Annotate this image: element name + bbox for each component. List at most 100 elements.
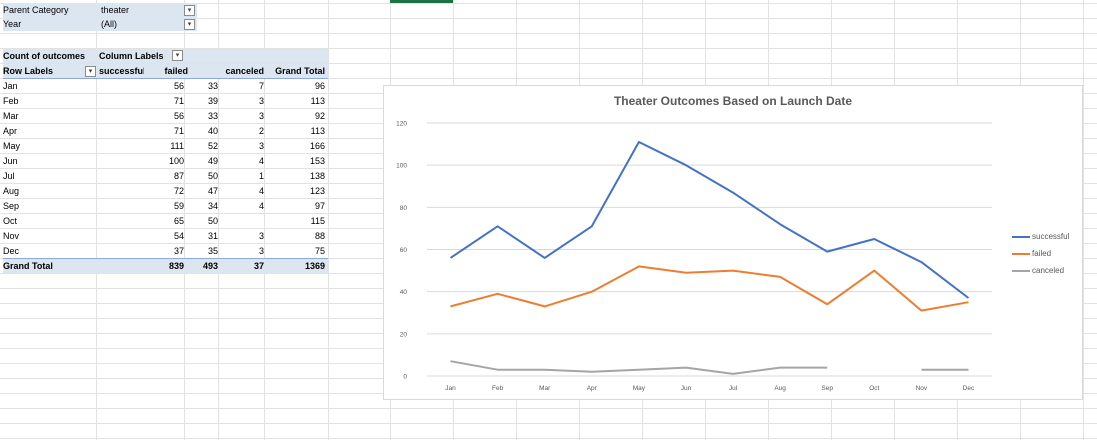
legend-swatch-failed bbox=[1012, 252, 1030, 255]
cell-total[interactable]: 113 bbox=[310, 96, 325, 106]
row-label[interactable]: Jan bbox=[3, 81, 18, 91]
header-failed: failed bbox=[144, 64, 188, 78]
cell-canceled[interactable]: 4 bbox=[258, 201, 264, 211]
grand-total-label: Grand Total bbox=[3, 259, 96, 273]
row-label[interactable]: Apr bbox=[3, 126, 18, 136]
row-label[interactable]: Sep bbox=[3, 201, 20, 211]
cell-successful[interactable]: 71 bbox=[173, 126, 184, 136]
x-tick-label: Jul bbox=[729, 385, 738, 392]
row-label[interactable]: May bbox=[3, 141, 21, 151]
row-label[interactable]: Mar bbox=[3, 111, 19, 121]
x-tick-label: Apr bbox=[587, 385, 598, 392]
cell-failed[interactable]: 33 bbox=[207, 111, 218, 121]
row-label[interactable]: Jun bbox=[3, 156, 18, 166]
x-tick-label: Feb bbox=[492, 385, 504, 392]
legend-successful: successful bbox=[1012, 232, 1069, 242]
y-tick-label: 60 bbox=[400, 247, 408, 254]
cell-successful[interactable]: 56 bbox=[173, 111, 184, 121]
cell-successful[interactable]: 71 bbox=[173, 96, 184, 106]
series-line-canceled[interactable] bbox=[450, 360, 828, 375]
cell-total[interactable]: 88 bbox=[314, 231, 325, 241]
cell-successful[interactable]: 56 bbox=[173, 81, 184, 91]
cell-successful[interactable]: 100 bbox=[168, 156, 184, 166]
cell-canceled[interactable] bbox=[218, 214, 264, 228]
parent-category-value: theater bbox=[95, 3, 197, 17]
cell-successful[interactable]: 59 bbox=[173, 201, 184, 211]
cell-canceled[interactable]: 3 bbox=[258, 246, 264, 256]
cell-failed[interactable]: 31 bbox=[207, 231, 218, 241]
cell-successful[interactable]: 65 bbox=[173, 216, 184, 226]
cell-canceled[interactable]: 3 bbox=[258, 96, 264, 106]
cell-failed[interactable]: 34 bbox=[207, 201, 218, 211]
row-labels-dropdown-icon[interactable]: ▾ bbox=[85, 66, 96, 77]
cell-total[interactable]: 96 bbox=[314, 81, 325, 91]
cell-total[interactable]: 123 bbox=[309, 186, 325, 196]
cell-total[interactable]: 138 bbox=[309, 171, 325, 181]
total-divider bbox=[3, 258, 328, 259]
sort-filter-icon[interactable]: ▾ bbox=[172, 50, 183, 61]
row-label[interactable]: Dec bbox=[3, 246, 20, 256]
cell-failed[interactable]: 50 bbox=[207, 171, 218, 181]
row-label[interactable]: Aug bbox=[3, 186, 20, 196]
y-tick-label: 80 bbox=[400, 205, 408, 212]
cell-canceled[interactable]: 4 bbox=[258, 186, 264, 196]
y-tick-label: 120 bbox=[396, 121, 407, 128]
cell-canceled[interactable]: 4 bbox=[258, 156, 264, 166]
year-label: Year bbox=[3, 17, 95, 31]
cell-failed[interactable]: 47 bbox=[207, 186, 218, 196]
cell-canceled[interactable]: 7 bbox=[258, 81, 264, 91]
grand-total-canceled: 37 bbox=[218, 259, 264, 273]
cell-failed[interactable]: 50 bbox=[207, 216, 218, 226]
grand-total-successful: 839 bbox=[96, 259, 184, 273]
cell-canceled[interactable]: 3 bbox=[258, 141, 264, 151]
cell-total[interactable]: 92 bbox=[314, 111, 325, 121]
cell-failed[interactable]: 39 bbox=[207, 96, 218, 106]
x-tick-label: Aug bbox=[774, 385, 786, 392]
cell-total[interactable]: 153 bbox=[309, 156, 325, 166]
cell-canceled[interactable]: 1 bbox=[258, 171, 264, 181]
x-tick-label: Dec bbox=[963, 385, 975, 392]
cell-canceled[interactable]: 3 bbox=[258, 231, 264, 241]
line-chart[interactable]: Theater Outcomes Based on Launch Date 0 2… bbox=[383, 85, 1083, 400]
header-canceled: canceled bbox=[188, 64, 264, 78]
x-tick-label: Nov bbox=[916, 385, 928, 392]
cell-total[interactable]: 166 bbox=[309, 141, 325, 151]
row-label[interactable]: Nov bbox=[3, 231, 20, 241]
dropdown-arrow-icon[interactable]: ▾ bbox=[184, 19, 195, 30]
cell-total[interactable]: 97 bbox=[314, 201, 325, 211]
legend-swatch-canceled bbox=[1012, 269, 1030, 272]
cell-successful[interactable]: 37 bbox=[173, 246, 184, 256]
cell-failed[interactable]: 52 bbox=[207, 141, 218, 151]
cell-total[interactable]: 113 bbox=[310, 126, 325, 136]
row-labels-header: Row Labels bbox=[3, 64, 96, 78]
cell-successful[interactable]: 87 bbox=[173, 171, 184, 181]
y-tick-label: 40 bbox=[400, 289, 408, 296]
series-line-failed[interactable] bbox=[450, 265, 969, 312]
cell-canceled[interactable]: 3 bbox=[258, 111, 264, 121]
header-divider bbox=[3, 78, 328, 79]
row-label[interactable]: Oct bbox=[3, 216, 18, 226]
header-grand-total: Grand Total bbox=[264, 64, 328, 78]
cell-successful[interactable]: 72 bbox=[173, 186, 184, 196]
cell-total[interactable]: 75 bbox=[314, 246, 325, 256]
y-tick-label: 100 bbox=[396, 163, 407, 170]
legend-label-canceled: canceled bbox=[1032, 266, 1065, 275]
row-label[interactable]: Feb bbox=[3, 96, 19, 106]
cell-failed[interactable]: 33 bbox=[207, 81, 218, 91]
cell-failed[interactable]: 35 bbox=[207, 246, 218, 256]
y-tick-label: 0 bbox=[403, 374, 407, 381]
filter-applied-icon[interactable]: ▾ bbox=[184, 5, 195, 16]
year-value: (All) bbox=[95, 17, 197, 31]
x-tick-label: Mar bbox=[539, 385, 551, 392]
series-line-successful[interactable] bbox=[449, 141, 970, 299]
cell-successful[interactable]: 54 bbox=[173, 231, 184, 241]
cell-total[interactable]: 115 bbox=[310, 216, 325, 226]
row-label[interactable]: Jul bbox=[3, 171, 15, 181]
cell-failed[interactable]: 40 bbox=[207, 126, 218, 136]
cell-successful[interactable]: 111 bbox=[170, 141, 184, 151]
x-tick-label: Jun bbox=[681, 385, 692, 392]
legend-label-failed: failed bbox=[1032, 249, 1052, 258]
cell-failed[interactable]: 49 bbox=[207, 156, 218, 166]
pivot-corner-label: Count of outcomes bbox=[3, 49, 96, 63]
cell-canceled[interactable]: 2 bbox=[258, 126, 264, 136]
